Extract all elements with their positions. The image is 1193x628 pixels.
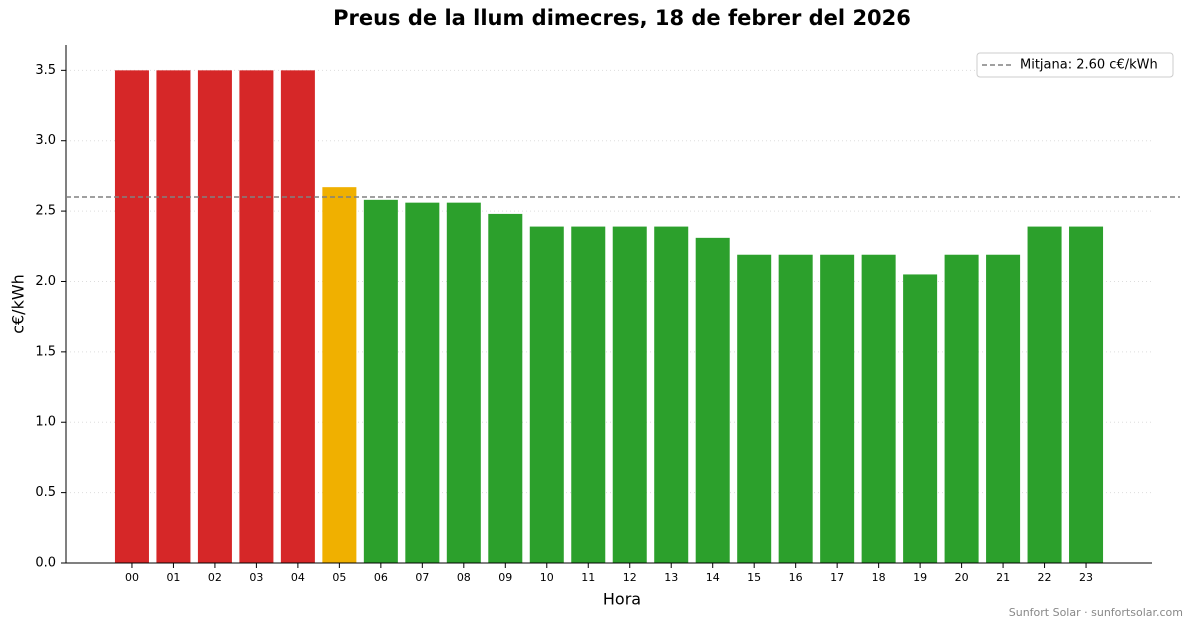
bar bbox=[488, 213, 523, 564]
y-tick-label: 3.0 bbox=[35, 133, 56, 148]
bar bbox=[612, 226, 647, 563]
y-tick-label: 1.0 bbox=[35, 415, 56, 430]
x-tick-label: 11 bbox=[581, 571, 595, 584]
bar bbox=[114, 70, 149, 563]
legend-box bbox=[976, 52, 1174, 78]
bar bbox=[778, 254, 813, 563]
bar bbox=[322, 187, 357, 564]
bar bbox=[446, 202, 481, 564]
x-tick-label: 22 bbox=[1038, 571, 1052, 584]
x-tick-label: 03 bbox=[249, 571, 263, 584]
legend-label: Mitjana: 2.60 c€/kWh bbox=[1020, 58, 1158, 73]
bar bbox=[571, 226, 606, 563]
x-tick-label: 09 bbox=[498, 571, 512, 584]
chart-title: Preus de la llum dimecres, 18 de febrer … bbox=[333, 6, 911, 30]
y-tick-label: 3.5 bbox=[35, 63, 56, 78]
bar bbox=[529, 226, 564, 563]
y-axis-label: c€/kWh bbox=[9, 274, 28, 334]
bar bbox=[156, 70, 191, 563]
x-tick-label: 13 bbox=[664, 571, 678, 584]
bar bbox=[903, 274, 938, 563]
bar bbox=[820, 254, 855, 563]
x-tick-label: 20 bbox=[955, 571, 969, 584]
x-tick-label: 18 bbox=[872, 571, 886, 584]
bar bbox=[1027, 226, 1062, 563]
x-axis-label: Hora bbox=[603, 590, 641, 609]
x-tick-label: 00 bbox=[125, 571, 139, 584]
x-tick-label: 23 bbox=[1079, 571, 1093, 584]
x-tick-label: 02 bbox=[208, 571, 222, 584]
bar bbox=[197, 70, 232, 563]
x-tick-label: 05 bbox=[332, 571, 346, 584]
x-tick-label: 10 bbox=[540, 571, 554, 584]
x-tick-label: 12 bbox=[623, 571, 637, 584]
bar bbox=[695, 237, 730, 563]
x-tick-label: 15 bbox=[747, 571, 761, 584]
bar bbox=[737, 254, 772, 563]
x-tick-label: 07 bbox=[415, 571, 429, 584]
y-tick-label: 1.5 bbox=[35, 344, 56, 359]
footer: Sunfort Solar · sunfortsolar.com bbox=[1009, 606, 1183, 619]
y-tick-label: 0.5 bbox=[35, 485, 56, 500]
y-tick-label: 2.5 bbox=[35, 204, 56, 219]
bar bbox=[1069, 226, 1104, 563]
x-tick-label: 08 bbox=[457, 571, 471, 584]
x-tick-label: 14 bbox=[706, 571, 720, 584]
bar bbox=[944, 254, 979, 563]
x-tick-label: 21 bbox=[996, 571, 1010, 584]
bar bbox=[405, 202, 440, 564]
x-tick-label: 06 bbox=[374, 571, 388, 584]
y-tick-label: 2.0 bbox=[35, 274, 56, 289]
x-tick-label: 01 bbox=[166, 571, 180, 584]
x-tick-label: 17 bbox=[830, 571, 844, 584]
x-tick-label: 19 bbox=[913, 571, 927, 584]
x-tick-label: 16 bbox=[789, 571, 803, 584]
bar bbox=[861, 254, 896, 563]
bar bbox=[280, 70, 315, 563]
x-tick-label: 04 bbox=[291, 571, 305, 584]
y-tick-label: 0.0 bbox=[35, 556, 56, 571]
bar bbox=[363, 199, 398, 563]
bar bbox=[654, 226, 689, 563]
bar bbox=[239, 70, 274, 563]
bar bbox=[986, 254, 1021, 563]
